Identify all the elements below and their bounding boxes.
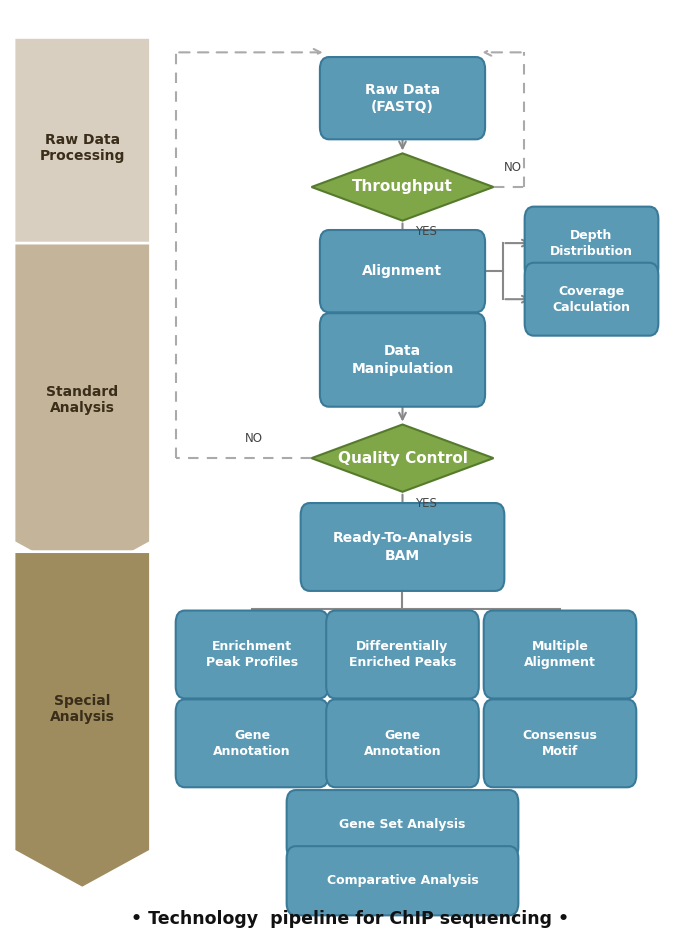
Text: Throughput: Throughput — [352, 180, 453, 194]
Polygon shape — [14, 243, 150, 580]
Text: Standard
Analysis: Standard Analysis — [46, 385, 118, 415]
Text: Enrichment
Peak Profiles: Enrichment Peak Profiles — [206, 640, 298, 669]
Text: Ready-To-Analysis
BAM: Ready-To-Analysis BAM — [332, 531, 473, 563]
Text: Data
Manipulation: Data Manipulation — [351, 344, 454, 376]
FancyBboxPatch shape — [176, 611, 328, 698]
FancyBboxPatch shape — [326, 699, 479, 787]
FancyBboxPatch shape — [484, 611, 636, 698]
FancyBboxPatch shape — [287, 846, 518, 915]
FancyBboxPatch shape — [525, 263, 658, 336]
FancyBboxPatch shape — [525, 207, 658, 280]
Text: NO: NO — [245, 432, 263, 445]
Text: Differentially
Enriched Peaks: Differentially Enriched Peaks — [349, 640, 456, 669]
Text: Alignment: Alignment — [363, 265, 442, 278]
Text: NO: NO — [504, 161, 522, 174]
Text: Coverage
Calculation: Coverage Calculation — [552, 284, 631, 314]
FancyBboxPatch shape — [287, 790, 518, 859]
FancyBboxPatch shape — [176, 699, 328, 787]
FancyBboxPatch shape — [320, 57, 485, 139]
Text: Quality Control: Quality Control — [337, 451, 468, 466]
Text: Multiple
Alignment: Multiple Alignment — [524, 640, 596, 669]
Text: Special
Analysis: Special Analysis — [50, 694, 115, 724]
Text: Gene
Annotation: Gene Annotation — [364, 728, 441, 758]
FancyBboxPatch shape — [301, 503, 504, 591]
FancyBboxPatch shape — [320, 230, 485, 312]
Text: Gene Set Analysis: Gene Set Analysis — [340, 818, 466, 831]
Text: YES: YES — [415, 225, 437, 237]
Polygon shape — [312, 153, 494, 221]
Text: Consensus
Motif: Consensus Motif — [523, 728, 597, 758]
Text: YES: YES — [415, 497, 437, 510]
Polygon shape — [14, 37, 150, 280]
Text: Depth
Distribution: Depth Distribution — [550, 228, 633, 258]
Text: Comparative Analysis: Comparative Analysis — [327, 874, 478, 887]
FancyBboxPatch shape — [320, 313, 485, 407]
FancyBboxPatch shape — [484, 699, 636, 787]
Text: Gene
Annotation: Gene Annotation — [214, 728, 290, 758]
Text: Raw Data
(FASTQ): Raw Data (FASTQ) — [365, 82, 440, 114]
FancyBboxPatch shape — [326, 611, 479, 698]
Text: Raw Data
Processing: Raw Data Processing — [40, 133, 125, 163]
Polygon shape — [14, 552, 150, 888]
Text: • Technology  pipeline for ChIP sequencing •: • Technology pipeline for ChIP sequencin… — [131, 910, 569, 928]
Polygon shape — [312, 424, 494, 492]
